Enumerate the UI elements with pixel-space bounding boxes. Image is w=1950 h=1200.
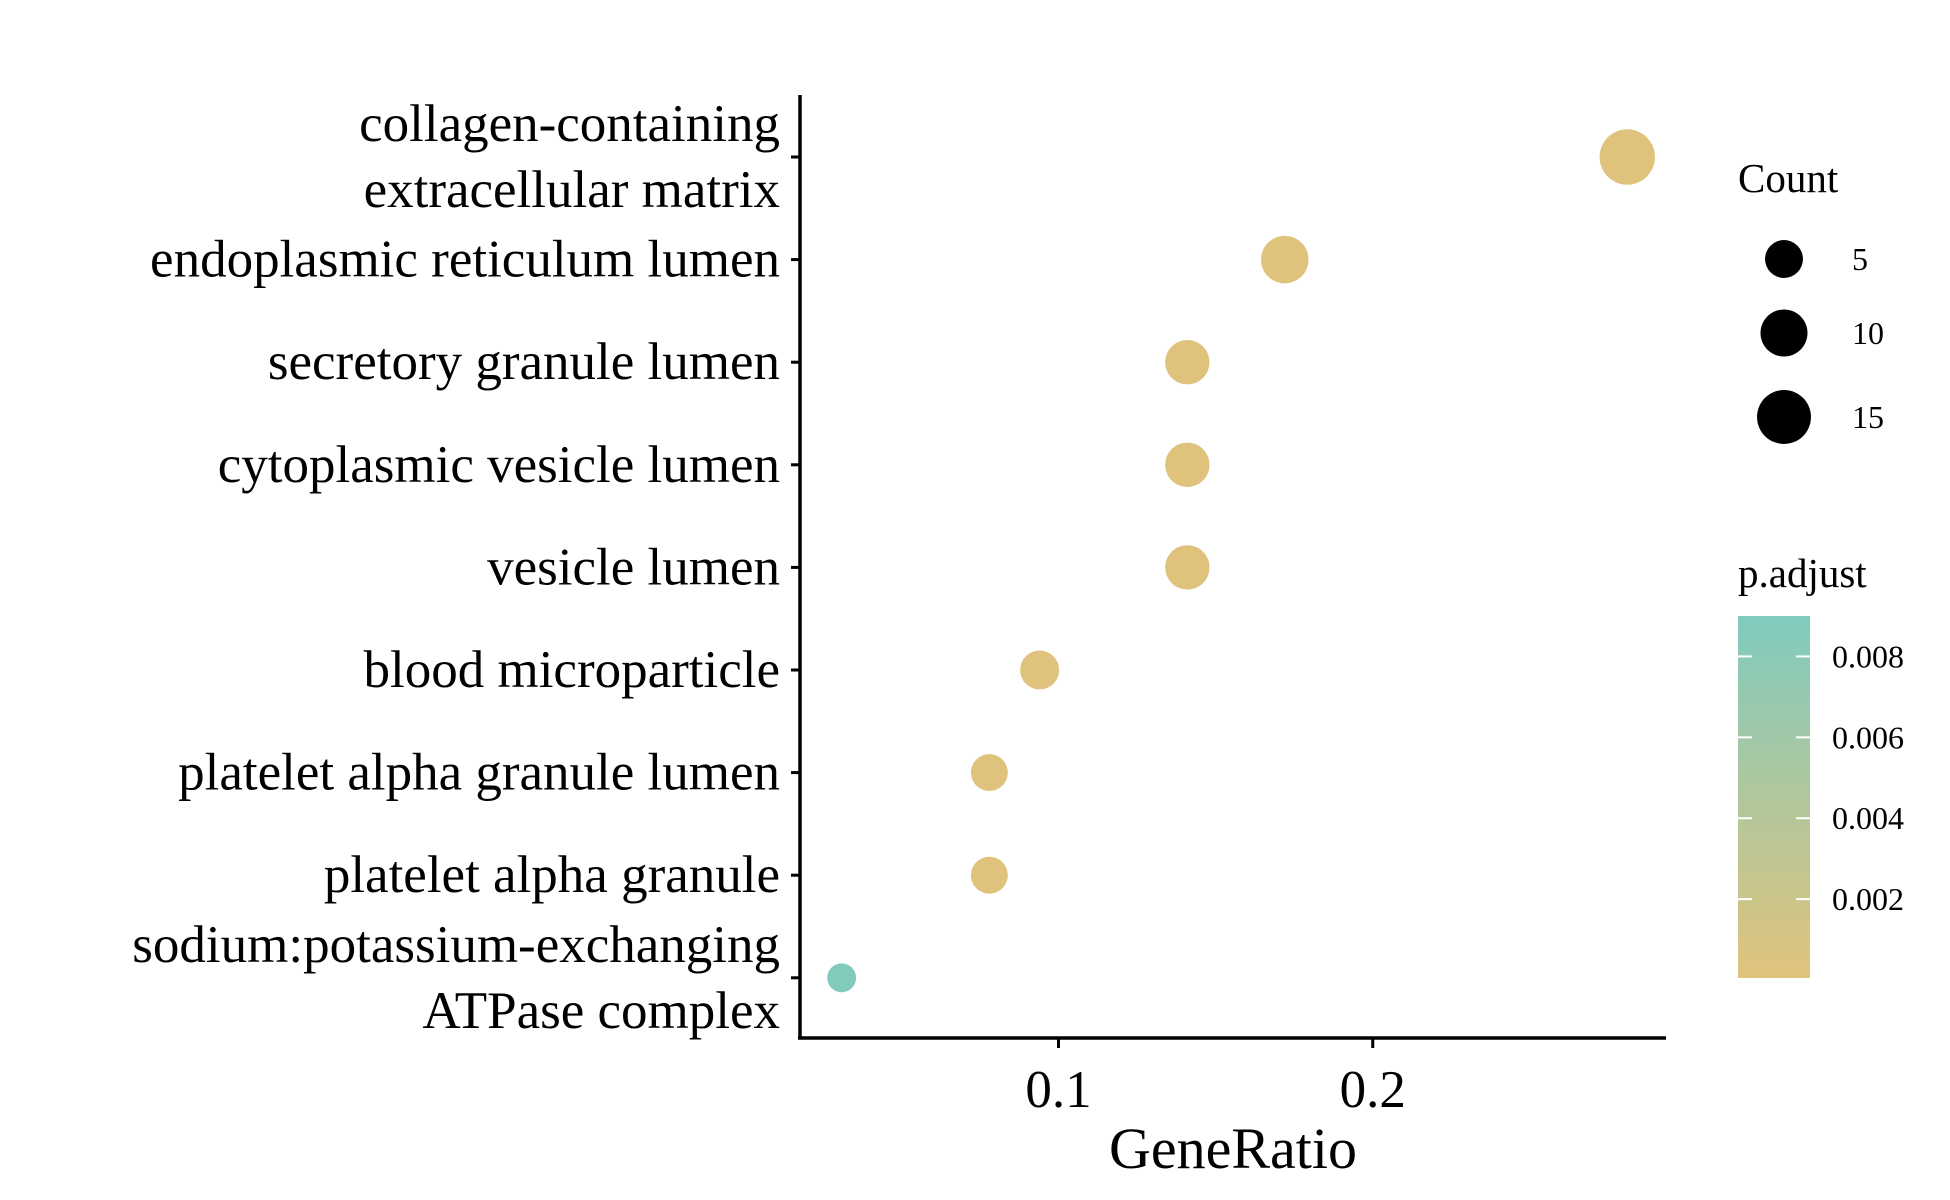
size-legend-title: Count: [1738, 155, 1839, 201]
y-tick-label: platelet alpha granule lumen: [178, 744, 780, 802]
y-tick-label: secretory granule lumen: [268, 333, 780, 391]
y-axis-labels: collagen-containing extracellular matrix e…: [132, 95, 800, 1040]
size-legend-label: 5: [1852, 241, 1868, 277]
data-point: [1165, 340, 1210, 385]
x-axis-title: GeneRatio: [1109, 1116, 1357, 1181]
x-axis-ticks: 0.1 0.2: [1025, 1038, 1406, 1119]
y-tick-label: sodium:potassium-exchanging ATPase comple…: [132, 916, 780, 1040]
axes: [798, 95, 1666, 1040]
color-legend: p.adjust 0.008 0.006 0.004 0.002: [1738, 550, 1904, 978]
y-tick-label: vesicle lumen: [487, 538, 780, 596]
size-legend-label: 10: [1852, 315, 1884, 351]
data-point: [1165, 442, 1210, 487]
data-point: [1020, 650, 1060, 690]
data-points: [827, 129, 1655, 993]
data-point: [1165, 545, 1210, 590]
x-tick-label: 0.2: [1340, 1061, 1406, 1119]
color-legend-label: 0.008: [1832, 638, 1904, 674]
size-legend-key: [1757, 390, 1811, 444]
color-legend-bar: [1738, 616, 1810, 978]
data-point: [1261, 235, 1309, 284]
color-legend-label: 0.002: [1832, 881, 1904, 917]
color-legend-label: 0.006: [1832, 719, 1904, 755]
color-legend-title: p.adjust: [1738, 550, 1867, 596]
y-tick-label: collagen-containing extracellular matrix: [359, 95, 780, 219]
size-legend-label: 15: [1852, 399, 1884, 435]
data-point: [827, 963, 857, 993]
y-tick-label: cytoplasmic vesicle lumen: [218, 436, 780, 494]
data-point: [970, 754, 1008, 792]
size-legend-key: [1760, 309, 1808, 357]
y-tick-label: blood microparticle: [364, 641, 781, 699]
data-point: [1599, 129, 1655, 185]
y-tick-label: endoplasmic reticulum lumen: [150, 231, 780, 289]
size-legend-key: [1765, 240, 1803, 278]
color-legend-label: 0.004: [1832, 800, 1904, 836]
y-tick-label: platelet alpha granule: [324, 846, 780, 904]
size-legend: Count 5 10 15: [1738, 155, 1884, 444]
x-tick-label: 0.1: [1025, 1061, 1091, 1119]
data-point: [970, 856, 1008, 894]
